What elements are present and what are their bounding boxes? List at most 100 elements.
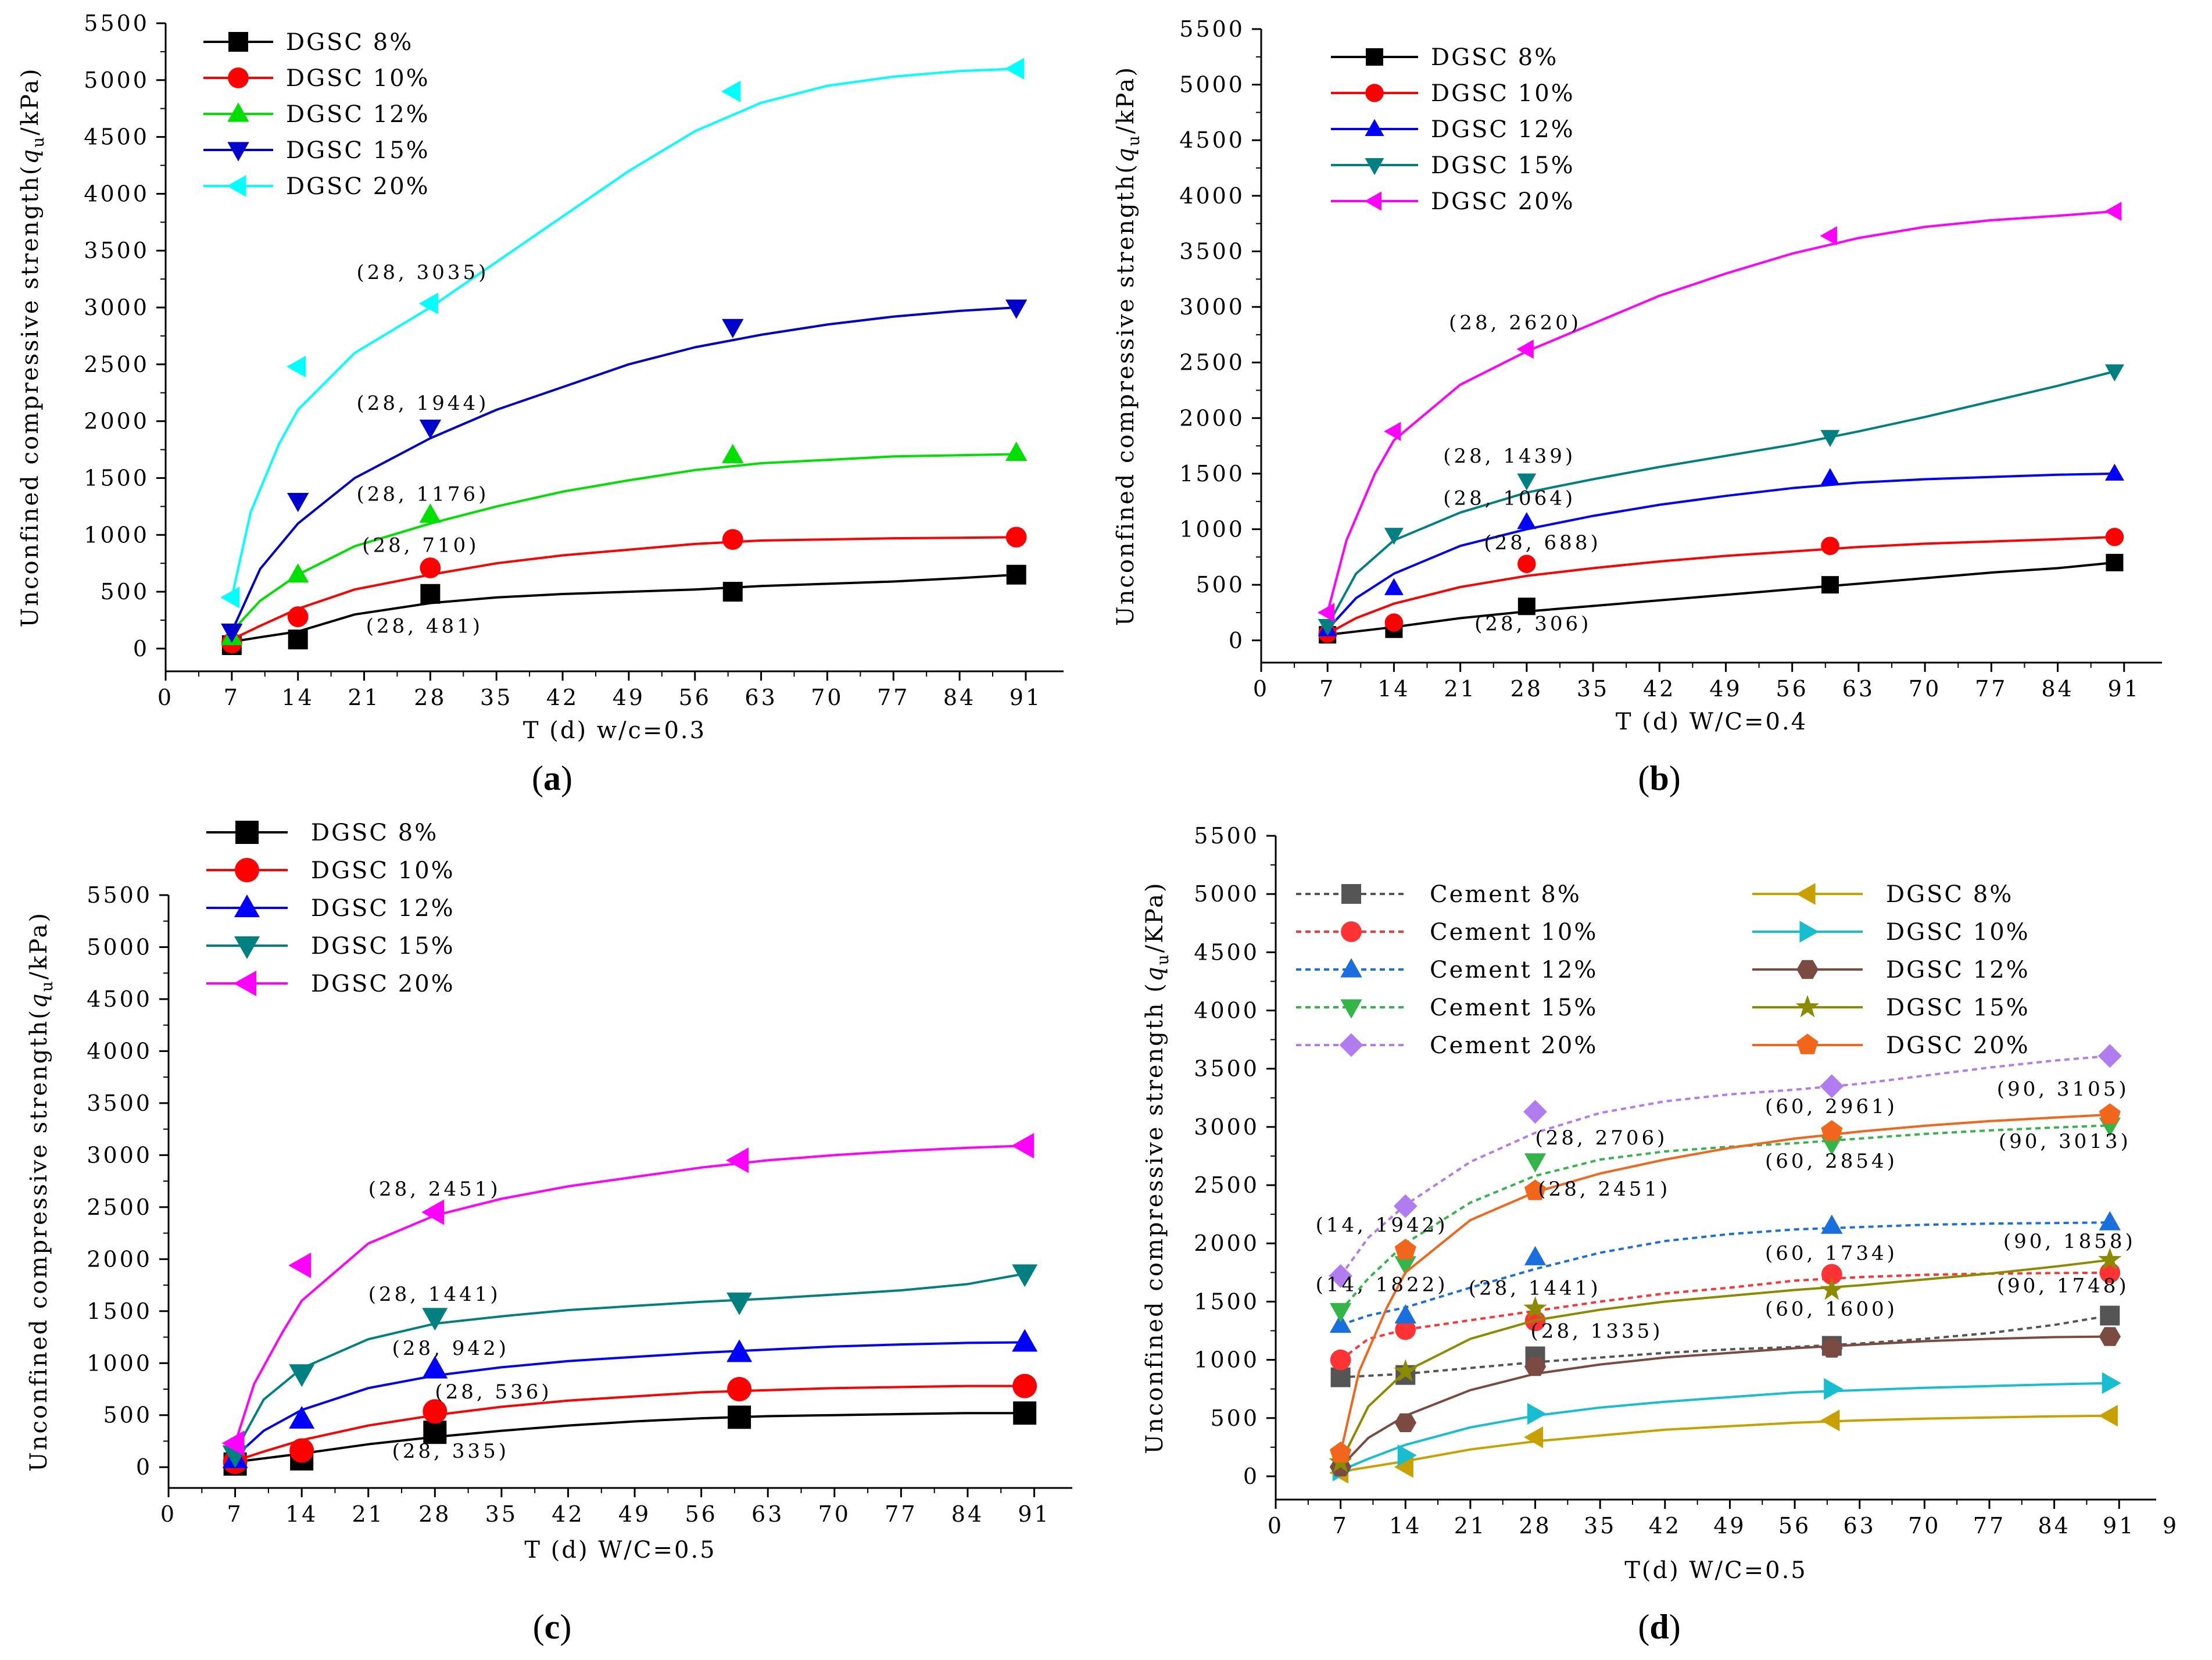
legend-label: DGSC 10%: [1431, 80, 1575, 107]
series-line: [1340, 1124, 2110, 1312]
data-point: [1527, 1403, 1547, 1425]
x-tick-label: 14: [1389, 1513, 1422, 1539]
point-annotation: (28, 2706): [1535, 1126, 1668, 1150]
x-tick-label: 91: [1018, 1501, 1050, 1527]
data-point: [1011, 1133, 1035, 1159]
series-line: [231, 536, 1016, 641]
x-tick-label: 84: [2041, 676, 2074, 702]
y-tick-label: 2500: [87, 1194, 152, 1220]
y-tick-label: 3000: [87, 1142, 152, 1168]
data-point: [2106, 553, 2124, 571]
data-point: [1524, 1153, 1547, 1173]
x-tick-label: 77: [885, 1501, 917, 1527]
legend-label: DGSC 20%: [1886, 1032, 2030, 1059]
data-point: [1394, 1456, 1413, 1478]
series-line: [1340, 1335, 2110, 1468]
y-tick-label: 4500: [1179, 127, 1245, 153]
x-tick-label: 63: [751, 1501, 784, 1527]
data-point: [2104, 463, 2124, 481]
data-point: [418, 292, 438, 314]
data-point: [2098, 1405, 2118, 1427]
x-tick-label: 63: [1842, 676, 1875, 702]
legend-marker: [1364, 191, 1381, 211]
data-point: [287, 606, 309, 627]
data-point: [722, 529, 743, 550]
y-tick-label: 3500: [1179, 238, 1245, 264]
point-annotation: (60, 2854): [1765, 1150, 1898, 1173]
data-point: [722, 582, 743, 602]
point-annotation: (28, 1439): [1443, 445, 1576, 468]
data-point: [1397, 1444, 1417, 1466]
point-annotation: (60, 1600): [1765, 1297, 1898, 1321]
y-tick-label: 1500: [87, 1298, 152, 1324]
data-point: [1005, 441, 1028, 461]
data-point: [1821, 1214, 1843, 1234]
series-line: [1339, 1054, 2110, 1277]
point-annotation: (28, 1176): [357, 483, 489, 506]
x-tick-label: 49: [1709, 676, 1742, 702]
x-tick-label: 91: [1010, 685, 1042, 710]
y-tick-label: 1000: [87, 1350, 152, 1376]
x-tick-label: 35: [1577, 676, 1609, 702]
y-tick-label: 2000: [87, 1246, 152, 1272]
data-point: [1394, 1239, 1416, 1260]
data-point: [1384, 528, 1404, 545]
x-tick-label: 35: [480, 685, 513, 710]
data-point: [1524, 1246, 1547, 1265]
data-point: [2099, 1211, 2121, 1230]
legend-marker: [235, 821, 259, 844]
point-annotation: (28, 710): [362, 534, 479, 557]
x-tick-label: 0: [160, 1501, 177, 1527]
x-tick-label: 70: [1909, 676, 1941, 702]
data-point: [1394, 1304, 1416, 1323]
x-tick-label: 0: [158, 685, 174, 710]
x-axis-title: T (d) W/C=0.5: [524, 1537, 716, 1564]
y-tick-label: 500: [1210, 1405, 1259, 1431]
y-tick-label: 1000: [1194, 1347, 1259, 1373]
point-annotation: (28, 481): [366, 614, 483, 638]
point-annotation: (28, 2451): [1538, 1178, 1670, 1201]
y-tick-label: 4000: [87, 1038, 152, 1064]
caption-a: (a): [532, 759, 572, 797]
data-point: [1821, 1264, 1842, 1285]
data-point: [1820, 226, 1837, 246]
legend: DGSC 8% DGSC 10% DGSC 12% DGSC 15% DGSC 20%: [1331, 44, 1575, 215]
x-tick-label: 21: [348, 685, 380, 710]
data-point: [420, 557, 441, 578]
series-line: [1340, 1414, 2110, 1473]
legend-label: DGSC 10%: [1886, 919, 2030, 946]
data-point: [419, 420, 442, 439]
y-tick-label: 5000: [1194, 881, 1259, 907]
data-point: [288, 629, 308, 650]
x-tick-label: 7: [1319, 676, 1336, 702]
y-tick-label: 4000: [1179, 183, 1245, 209]
point-annotation: (28, 335): [392, 1440, 509, 1463]
data-point: [1523, 1296, 1547, 1319]
caption-c: (c): [532, 1608, 572, 1646]
data-point: [2102, 1372, 2121, 1394]
data-point: [421, 1199, 445, 1225]
y-tick-label: 3000: [1194, 1114, 1259, 1140]
x-tick-label: 42: [552, 1501, 584, 1527]
x-tick-label: 28: [1519, 1513, 1551, 1539]
legend-marker: [1365, 119, 1384, 136]
x-tick-label: 56: [1776, 676, 1809, 702]
data-point: [1005, 299, 1028, 319]
data-point: [2104, 202, 2122, 221]
data-point: [422, 1355, 448, 1379]
y-tick-label: 1500: [1179, 461, 1245, 486]
data-point: [1524, 1357, 1547, 1376]
data-point: [2099, 1327, 2121, 1346]
y-tick-label: 2500: [84, 352, 149, 377]
series-line: [230, 67, 1016, 598]
x-tick-label: 63: [745, 685, 777, 710]
series-line: [231, 453, 1016, 632]
data-point: [1318, 618, 1337, 636]
point-annotation: (90, 1858): [2003, 1230, 2136, 1253]
y-tick-label: 2500: [1179, 350, 1245, 375]
point-annotation: (28, 536): [435, 1380, 552, 1404]
point-annotation: (28, 1944): [357, 392, 489, 415]
data-point: [1330, 1349, 1351, 1371]
legend-marker: [1341, 884, 1361, 904]
x-tick-label: 0: [1253, 676, 1269, 702]
